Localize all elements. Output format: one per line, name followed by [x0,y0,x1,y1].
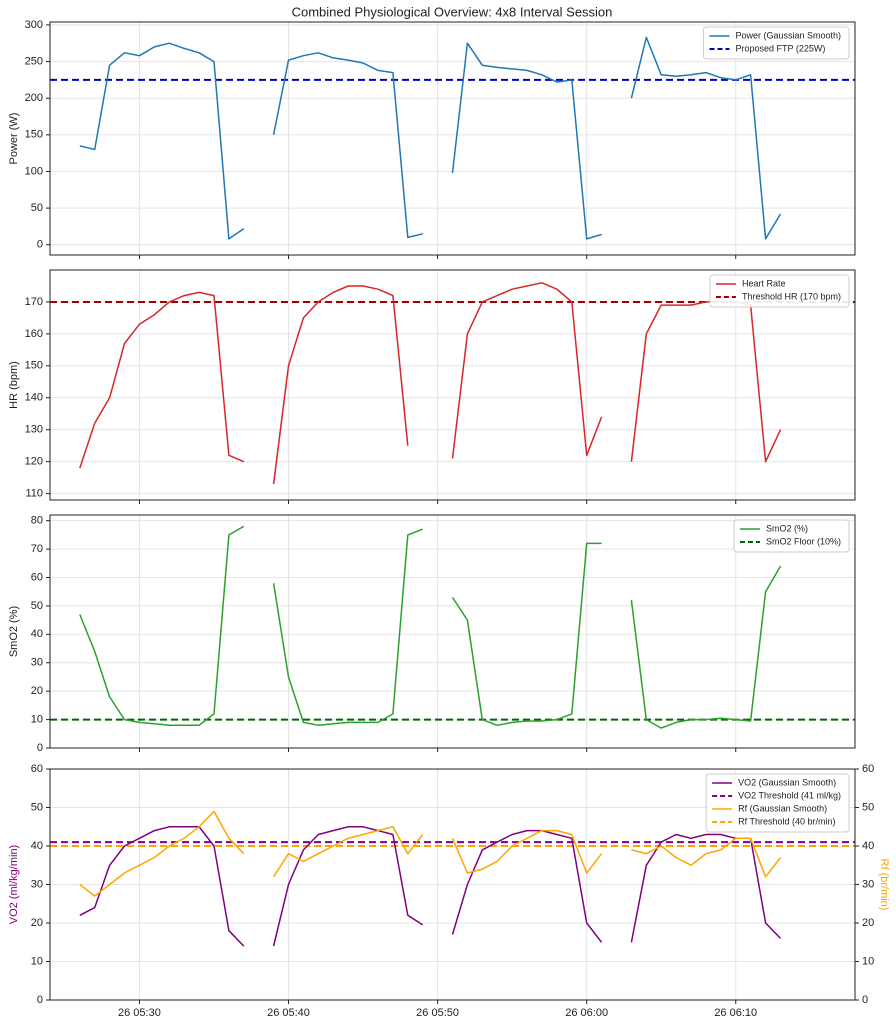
legend-label: Power (Gaussian Smooth) [735,30,841,40]
plot-frame [49,21,856,256]
legend-label: Rf (Gaussian Smooth) [738,803,827,813]
x-tick-label: 26 05:30 [118,1007,161,1019]
y-tick-label: 20 [31,685,43,697]
y-tick-label: 30 [31,878,43,890]
y-tick-label: 150 [25,360,43,372]
y-axis-label: Power (W) [8,113,20,165]
legend-box [709,274,850,308]
y2-tick-label: 10 [862,955,874,967]
series-line [79,282,782,485]
y2-tick-label: 30 [862,878,874,890]
y-tick-label: 140 [25,392,43,404]
series-line [79,36,782,240]
y2-tick-label: 20 [862,917,874,929]
y-tick-label: 20 [31,917,43,929]
plot-frame [49,269,856,501]
series-line [79,826,782,947]
y-tick-label: 30 [31,657,43,669]
plot-frame [49,514,856,749]
legend-box [705,773,850,833]
legend-label: SmO2 (%) [766,523,808,533]
y-tick-label: 300 [25,19,43,31]
legend-label: VO2 (Gaussian Smooth) [738,777,836,787]
x-tick-label: 26 05:50 [416,1007,459,1019]
series-line [79,525,782,729]
legend-label: VO2 Threshold (41 ml/kg) [738,790,841,800]
y-tick-label: 50 [31,600,43,612]
y-axis-label: HR (bpm) [8,361,20,409]
y2-tick-label: 0 [862,994,868,1006]
legend-label: Heart Rate [742,278,786,288]
legend-label: Proposed FTP (225W) [735,43,825,53]
legend: SmO2 (%) SmO2 Floor (10%) [733,519,850,553]
y-tick-label: 0 [37,239,43,251]
figure-title: Combined Physiological Overview: 4x8 Int… [292,4,613,19]
legend: Heart Rate Threshold HR (170 bpm) [709,274,850,308]
y2-axis-label: Rf (br/min) [878,859,890,911]
y-tick-label: 150 [25,129,43,141]
y-tick-label: 250 [25,55,43,67]
y-tick-label: 170 [25,296,43,308]
y-tick-label: 40 [31,840,43,852]
legend-label: SmO2 Floor (10%) [766,536,841,546]
y2-tick-label: 50 [862,801,874,813]
x-tick-label: 26 06:00 [565,1007,608,1019]
y-tick-label: 70 [31,543,43,555]
y-tick-label: 40 [31,628,43,640]
y-tick-label: 60 [31,571,43,583]
y-tick-label: 120 [25,456,43,468]
y2-tick-label: 60 [862,763,874,775]
series-line [79,810,782,897]
y-tick-label: 160 [25,328,43,340]
legend: VO2 (Gaussian Smooth) VO2 Threshold (41 m… [705,773,850,833]
y-tick-label: 100 [25,165,43,177]
y-axis-label: SmO2 (%) [8,606,20,657]
y-tick-label: 80 [31,515,43,527]
plot-frame [49,768,856,1001]
y-tick-label: 10 [31,713,43,725]
y-tick-label: 50 [31,801,43,813]
legend-label: Rf Threshold (40 br/min) [738,816,835,826]
legend-box [733,519,850,553]
y-tick-label: 0 [37,994,43,1006]
y-tick-label: 0 [37,742,43,754]
y-tick-label: 200 [25,92,43,104]
x-tick-label: 26 05:40 [267,1007,310,1019]
y-tick-label: 130 [25,424,43,436]
legend-box [702,26,850,60]
y-tick-label: 50 [31,202,43,214]
y-tick-label: 110 [25,488,43,500]
legend-label: Threshold HR (170 bpm) [742,291,841,301]
x-tick-label: 26 06:10 [714,1007,757,1019]
y2-tick-label: 40 [862,840,874,852]
y-axis-label: VO2 (ml/kg/min) [8,845,20,924]
legend: Power (Gaussian Smooth) Proposed FTP (225… [702,26,850,60]
y-tick-label: 10 [31,955,43,967]
y-tick-label: 60 [31,763,43,775]
